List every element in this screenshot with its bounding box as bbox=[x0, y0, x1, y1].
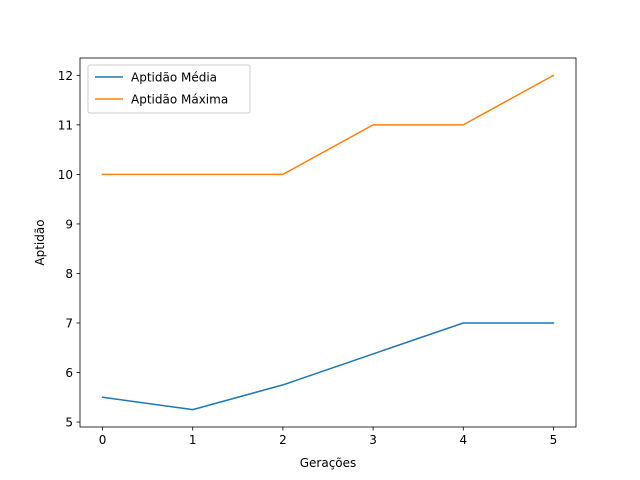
series-line-max bbox=[101, 74, 555, 176]
series-line-mean bbox=[101, 322, 555, 411]
y-tick-label: 10 bbox=[58, 168, 73, 182]
x-tick-label: 0 bbox=[99, 433, 107, 447]
plot-frame bbox=[79, 57, 577, 428]
legend-label-max: Aptidão Máxima bbox=[131, 93, 228, 107]
x-tick-label: 3 bbox=[369, 433, 377, 447]
series-layer bbox=[101, 74, 555, 411]
y-tick-label: 7 bbox=[65, 316, 73, 330]
y-tick-label: 5 bbox=[65, 416, 73, 430]
x-tick-label: 4 bbox=[459, 433, 467, 447]
y-tick-label: 11 bbox=[58, 118, 73, 132]
y-tick-label: 6 bbox=[65, 366, 73, 380]
x-tick-label: 1 bbox=[189, 433, 197, 447]
legend: Aptidão Média Aptidão Máxima bbox=[87, 64, 251, 114]
y-tick-label: 9 bbox=[65, 217, 73, 231]
x-axis-label: Gerações bbox=[300, 456, 357, 470]
y-tick-label: 8 bbox=[65, 267, 73, 281]
y-axis-label: Aptidão bbox=[33, 219, 47, 265]
x-tick-label: 5 bbox=[550, 433, 558, 447]
legend-label-mean: Aptidão Média bbox=[131, 71, 217, 85]
y-tick-label: 12 bbox=[58, 69, 73, 83]
x-tick-label: 2 bbox=[279, 433, 287, 447]
legend-box bbox=[87, 64, 251, 114]
